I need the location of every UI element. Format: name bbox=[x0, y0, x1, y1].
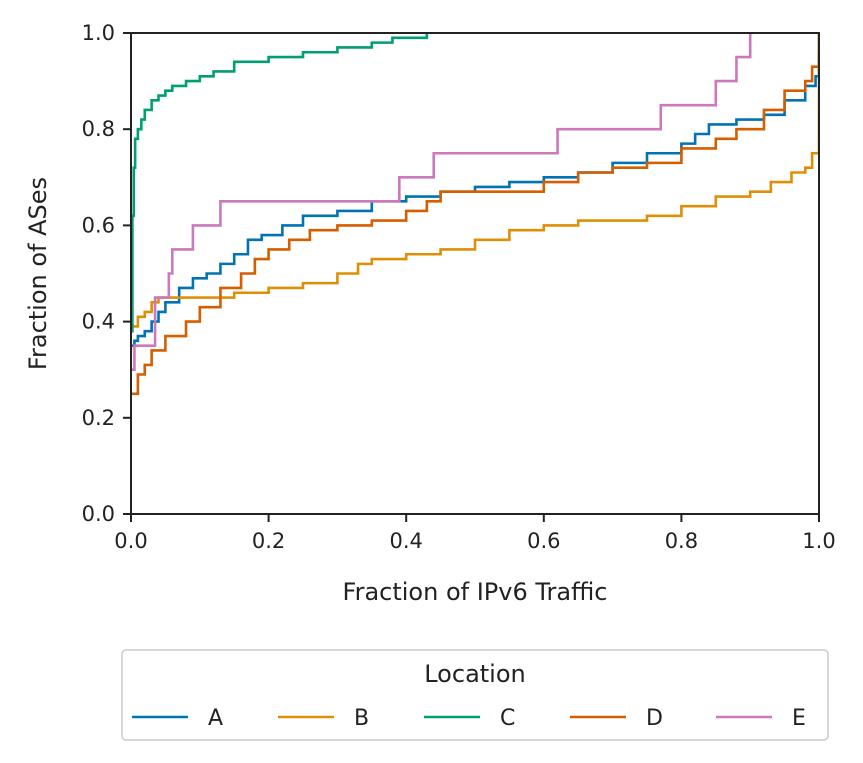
y-axis: 0.0 0.2 0.4 0.6 0.8 1.0 bbox=[82, 21, 131, 526]
legend-label: B bbox=[354, 706, 369, 731]
legend-items: A B C D E bbox=[132, 706, 806, 731]
legend-item-b: B bbox=[278, 706, 369, 731]
y-tick-label: 0.6 bbox=[82, 213, 115, 237]
legend-label: A bbox=[208, 706, 223, 731]
y-tick-label: 0.8 bbox=[82, 117, 115, 141]
x-tick-label: 0.6 bbox=[527, 529, 560, 553]
legend-title: Location bbox=[424, 660, 526, 688]
plot-frame bbox=[130, 32, 820, 515]
x-tick-label: 0.0 bbox=[114, 529, 147, 553]
legend: Location A B C D E bbox=[121, 649, 829, 741]
series-line-b bbox=[131, 33, 820, 328]
series-line-c bbox=[131, 33, 429, 333]
legend-label: C bbox=[500, 706, 515, 731]
y-tick-label: 0.2 bbox=[82, 406, 115, 430]
y-tick-label: 0.0 bbox=[82, 502, 115, 526]
legend-label: D bbox=[646, 706, 663, 731]
legend-item-c: C bbox=[424, 706, 515, 731]
x-tick-label: 1.0 bbox=[802, 529, 835, 553]
y-axis-label: Fraction of ASes bbox=[24, 177, 52, 370]
x-axis-label: Fraction of IPv6 Traffic bbox=[343, 578, 608, 606]
x-axis: 0.0 0.2 0.4 0.6 0.8 1.0 bbox=[114, 514, 836, 553]
x-tick-label: 0.2 bbox=[252, 529, 285, 553]
legend-item-d: D bbox=[570, 706, 663, 731]
legend-label: E bbox=[792, 706, 806, 731]
series-line-d bbox=[131, 52, 820, 396]
y-tick-label: 0.4 bbox=[82, 310, 115, 334]
series-line-e bbox=[131, 33, 752, 371]
legend-item-a: A bbox=[132, 706, 223, 731]
y-tick-label: 1.0 bbox=[82, 21, 115, 45]
legend-item-e: E bbox=[716, 706, 806, 731]
series-layer bbox=[131, 33, 820, 396]
x-tick-label: 0.4 bbox=[389, 529, 422, 553]
x-tick-label: 0.8 bbox=[665, 529, 698, 553]
